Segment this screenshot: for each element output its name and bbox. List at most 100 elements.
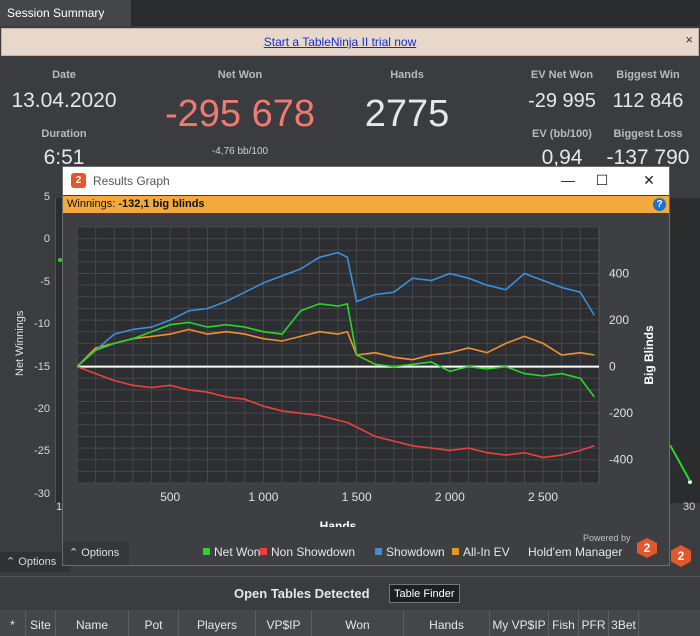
winnings-bar: Winnings: -132,1 big blinds ? bbox=[63, 196, 669, 213]
column-header[interactable]: Players bbox=[179, 610, 256, 636]
y-tick-label: 0 bbox=[609, 360, 616, 374]
ev-net-won-label: EV Net Won bbox=[530, 69, 594, 81]
help-icon[interactable]: ? bbox=[653, 198, 666, 211]
options-toggle[interactable]: ⌃ Options bbox=[0, 552, 70, 572]
tab-bar: Session Summary bbox=[0, 0, 700, 26]
date-label: Date bbox=[52, 69, 76, 81]
column-header[interactable]: Site bbox=[26, 610, 56, 636]
series-line bbox=[77, 302, 595, 398]
session-chart-ytick: 5 bbox=[43, 191, 50, 203]
ev-bb-label: EV (bb/100) bbox=[532, 128, 592, 140]
x-tick-label: 1 000 bbox=[248, 490, 278, 504]
net-won-value: -295 678 bbox=[164, 93, 315, 135]
y-tick-label: 400 bbox=[609, 267, 629, 281]
x-tick-label: 1 500 bbox=[342, 490, 372, 504]
banner-close-icon[interactable]: × bbox=[685, 32, 693, 47]
options-label: Options bbox=[18, 556, 57, 568]
open-tables-title: Open Tables Detected bbox=[234, 586, 370, 601]
net-won-bb: -4,76 bb/100 bbox=[211, 146, 269, 157]
winnings-label: Winnings: bbox=[67, 198, 116, 210]
window-titlebar[interactable]: 2 Results Graph — ☐ ✕ bbox=[63, 167, 669, 195]
trial-banner: Start a TableNinja II trial now × bbox=[1, 28, 699, 56]
hm-logo-icon: 2 bbox=[671, 545, 691, 567]
x-tick-label: 2 000 bbox=[435, 490, 465, 504]
duration-value: 6:51 bbox=[43, 146, 85, 169]
biggest-win-value: 112 846 bbox=[612, 90, 684, 112]
session-chart-ytick: -30 bbox=[34, 487, 50, 500]
legend-label: All-In EV bbox=[463, 545, 510, 559]
session-chart-tail bbox=[670, 445, 691, 482]
brand-name: Hold'em Manager bbox=[528, 545, 623, 559]
column-header[interactable]: 3Bet bbox=[609, 610, 639, 636]
tab-session-summary[interactable]: Session Summary bbox=[0, 0, 131, 26]
legend-item: Non Showdown bbox=[260, 545, 355, 559]
y-tick-label: 200 bbox=[609, 313, 629, 327]
column-header[interactable]: VP$IP bbox=[256, 610, 312, 636]
session-chart-ytick: -25 bbox=[34, 445, 50, 458]
brand-logo-icon: 2 bbox=[637, 538, 657, 558]
results-graph-window: 2 Results Graph — ☐ ✕ Winnings: -132,1 b… bbox=[62, 166, 670, 566]
close-icon[interactable]: ✕ bbox=[643, 172, 655, 188]
chevron-up-icon: ⌃ bbox=[69, 547, 82, 559]
session-chart-ytick: -10 bbox=[34, 318, 50, 331]
hands-value: 2775 bbox=[364, 93, 450, 135]
legend-item: Showdown bbox=[375, 545, 445, 559]
session-chart-point-start bbox=[58, 258, 62, 262]
x-tick-label: 500 bbox=[160, 490, 180, 504]
column-header[interactable]: Won bbox=[312, 610, 404, 636]
results-chart: 500 1 000 1 500 2 000 2 500 400 200 0 -200 -400 Ha… bbox=[77, 227, 656, 527]
session-chart-xtick-first: 1 bbox=[56, 501, 63, 513]
ev-net-won-value: -29 995 bbox=[528, 90, 596, 112]
legend-swatch bbox=[452, 548, 459, 555]
x-tick-label: 2 500 bbox=[528, 490, 558, 504]
x-axis-title: Hands bbox=[320, 519, 357, 527]
biggest-win-label: Biggest Win bbox=[616, 69, 680, 81]
winnings-value: -132,1 big blinds bbox=[118, 198, 205, 210]
legend-label: Showdown bbox=[386, 545, 445, 559]
session-chart-ytick: -15 bbox=[34, 360, 50, 373]
chevron-up-icon: ⌃ bbox=[6, 556, 19, 568]
legend-label: Non Showdown bbox=[271, 545, 356, 559]
session-chart-ytick: 0 bbox=[43, 233, 50, 246]
column-header[interactable]: Hands bbox=[404, 610, 490, 636]
session-chart-ytick: -20 bbox=[34, 403, 50, 415]
session-chart-point-end bbox=[688, 480, 692, 484]
series-line bbox=[77, 365, 595, 459]
window-options-toggle[interactable]: ⌃ Options bbox=[63, 541, 129, 565]
open-tables-header: Open Tables Detected Table Finder bbox=[0, 576, 700, 610]
series-line bbox=[77, 251, 595, 368]
maximize-icon[interactable]: ☐ bbox=[595, 172, 609, 188]
window-options-label: Options bbox=[81, 547, 120, 559]
legend-swatch bbox=[375, 548, 382, 555]
series-line bbox=[77, 328, 595, 368]
net-won-label: Net Won bbox=[217, 69, 263, 81]
y-axis-title: Big Blinds bbox=[642, 325, 656, 385]
ev-bb-value: 0,94 bbox=[541, 146, 583, 169]
column-header[interactable]: Fish bbox=[549, 610, 579, 636]
biggest-loss-label: Biggest Loss bbox=[613, 128, 683, 140]
column-header[interactable]: PFR bbox=[579, 610, 609, 636]
session-chart-ytick: -5 bbox=[40, 275, 50, 288]
date-value: 13.04.2020 bbox=[11, 89, 117, 112]
column-header[interactable]: My VP$IP bbox=[490, 610, 549, 636]
biggest-loss-value: -137 790 bbox=[606, 146, 690, 169]
legend-swatch bbox=[260, 548, 267, 555]
powered-by: Powered by bbox=[583, 533, 631, 543]
minimize-icon[interactable]: — bbox=[561, 172, 575, 188]
open-tables-columns: * Site Name Pot Players VP$IP Won Hands My VP$IP… bbox=[0, 610, 700, 636]
app-logo-icon: 2 bbox=[71, 173, 86, 188]
legend-item: All-In EV bbox=[452, 545, 510, 559]
legend-item: Net Won bbox=[203, 545, 260, 559]
legend-swatch bbox=[203, 548, 210, 555]
column-header[interactable]: Pot bbox=[129, 610, 179, 636]
legend-label: Net Won bbox=[214, 545, 261, 559]
trial-link[interactable]: Start a TableNinja II trial now bbox=[263, 35, 417, 49]
table-finder-button[interactable]: Table Finder bbox=[389, 584, 460, 603]
y-tick-label: -400 bbox=[609, 453, 633, 467]
column-header[interactable]: * bbox=[0, 610, 26, 636]
column-header[interactable]: Name bbox=[56, 610, 129, 636]
duration-label: Duration bbox=[41, 128, 87, 140]
session-chart-xtick-last: 30 bbox=[683, 501, 696, 513]
hands-label: Hands bbox=[390, 69, 424, 81]
